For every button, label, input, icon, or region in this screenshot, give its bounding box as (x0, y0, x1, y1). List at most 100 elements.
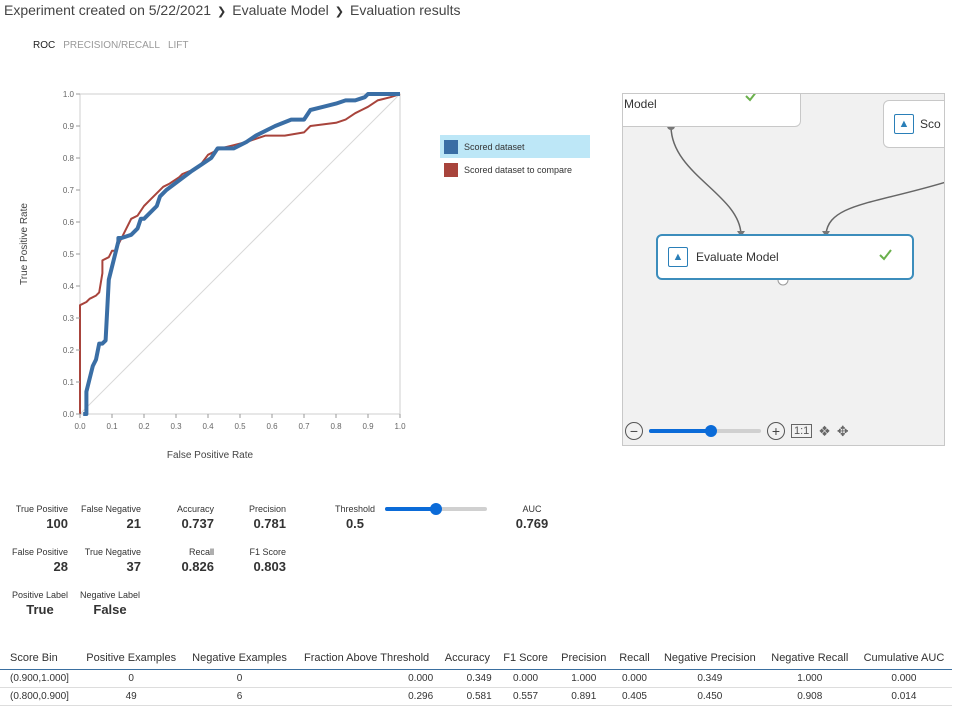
y-tick-label: 0.7 (63, 186, 75, 195)
y-tick-label: 0.6 (63, 218, 75, 227)
zoom-controls: − + 1:1 ❖ ✥ (625, 422, 849, 440)
legend-label: Scored dataset to compare (464, 164, 573, 175)
column-header[interactable]: Score Bin (0, 650, 79, 670)
column-header[interactable]: Negative Precision (655, 650, 764, 670)
column-header[interactable]: Recall (613, 650, 656, 670)
table-cell: 1.000 (554, 669, 613, 688)
table-cell: 0.908 (763, 687, 856, 706)
chart-tabs: ROC PRECISION/RECALL LIFT (33, 40, 189, 51)
table-cell: 0.891 (554, 687, 613, 706)
y-tick-label: 0.3 (63, 314, 75, 323)
table-cell: 0.296 (295, 687, 439, 706)
chart-series (79, 92, 401, 416)
table-cell: 0.405 (613, 687, 656, 706)
chance-diagonal (79, 93, 401, 415)
zoom-in-icon[interactable]: + (767, 422, 785, 440)
breadcrumb-item-experiment[interactable]: Experiment created on 5/22/2021 (4, 2, 212, 18)
series-line-scored (83, 92, 400, 416)
node-label: Evaluate Model (696, 250, 779, 264)
metric-true-positive: True Positive 100 (15, 504, 68, 531)
table-cell: 0.000 (855, 669, 952, 688)
column-header[interactable]: Positive Examples (78, 650, 185, 670)
zoom-out-icon[interactable]: − (625, 422, 643, 440)
table-cell: 0 (78, 669, 185, 688)
column-header[interactable]: Fraction Above Threshold (295, 650, 439, 670)
column-header[interactable]: Accuracy (438, 650, 497, 670)
legend-item-compare[interactable]: Scored dataset to compare (440, 158, 590, 181)
metric-recall: Recall 0.826 (181, 547, 214, 574)
y-tick-label: 1.0 (63, 90, 75, 99)
table-cell: 0.014 (855, 687, 952, 706)
table-cell: 0.000 (295, 669, 439, 688)
x-tick-label: 0.9 (362, 422, 374, 431)
threshold-slider-handle[interactable] (430, 503, 442, 515)
table-cell: 0.349 (438, 669, 497, 688)
x-tick-label: 0.2 (138, 422, 150, 431)
y-tick-label: 0.5 (63, 250, 75, 259)
table-cell: 0.581 (438, 687, 497, 706)
checkmark-icon (745, 94, 756, 102)
y-tick-label: 0.0 (63, 410, 75, 419)
column-header[interactable]: Negative Recall (763, 650, 856, 670)
breadcrumb: Experiment created on 5/22/2021 ❯ Evaluate… (4, 2, 461, 18)
threshold-slider-fill (385, 507, 436, 511)
x-tick-label: 0.8 (330, 422, 342, 431)
node-evaluate-model[interactable]: ▲ Evaluate Model (656, 234, 914, 280)
y-tick-label: 0.1 (63, 378, 75, 387)
x-tick-label: 0.6 (266, 422, 278, 431)
y-tick-label: 0.9 (63, 122, 75, 131)
x-tick-label: 0.7 (298, 422, 310, 431)
table-row: (0.800,0.900] 49 6 0.296 0.581 0.557 0.891 0.40… (0, 687, 952, 706)
chart-axes: 0.0 0.1 0.2 0.3 0.4 0.5 0.6 0.7 0.8 0.9 1.0 0.0 0.1 0… (63, 90, 406, 431)
flask-icon: ▲ (668, 247, 688, 267)
legend-swatch (444, 162, 458, 177)
breadcrumb-item-module[interactable]: Evaluate Model (232, 2, 329, 18)
legend-item-scored[interactable]: Scored dataset (440, 135, 590, 158)
metric-f1-score: F1 Score 0.803 (249, 547, 286, 574)
tab-roc[interactable]: ROC (33, 40, 56, 51)
chevron-right-icon: ❯ (217, 6, 227, 18)
pan-icon[interactable]: ✥ (836, 422, 849, 439)
metric-precision: Precision 0.781 (248, 504, 286, 531)
experiment-canvas[interactable]: Model ▲ Sco ▲ Evaluate Model − + 1:1 ❖ ✥ (622, 93, 945, 446)
column-header[interactable]: Cumulative AUC (855, 650, 952, 670)
checkmark-icon (879, 249, 892, 261)
x-tick-label: 0.1 (106, 422, 118, 431)
legend-label: Scored dataset (464, 141, 525, 152)
metrics-panel: True Positive 100 False Negative 21 Accu… (0, 500, 620, 630)
x-axis-label: False Positive Rate (167, 450, 254, 461)
threshold-slider[interactable] (385, 503, 487, 515)
node-score-model[interactable]: ▲ Sco (883, 100, 944, 148)
table-cell: 1.000 (763, 669, 856, 688)
zoom-slider-handle[interactable] (704, 425, 717, 437)
x-tick-label: 0.0 (74, 422, 86, 431)
table-cell: 0.000 (613, 669, 656, 688)
column-header[interactable]: Negative Examples (184, 650, 296, 670)
table-row: (0.900,1.000] 0 0 0.000 0.349 0.000 1.000 0.000… (0, 669, 952, 688)
metric-false-positive: False Positive 28 (11, 547, 68, 574)
node-model[interactable]: Model (623, 94, 801, 127)
x-tick-label: 1.0 (394, 422, 406, 431)
y-tick-label: 0.4 (63, 282, 75, 291)
legend-swatch (444, 139, 458, 154)
chevron-right-icon: ❯ (334, 6, 344, 18)
metric-accuracy: Accuracy 0.737 (176, 504, 214, 531)
y-axis-label: True Positive Rate (19, 203, 30, 285)
metric-true-negative: True Negative 37 (84, 547, 141, 574)
column-header[interactable]: F1 Score (496, 650, 555, 670)
zoom-slider[interactable] (649, 425, 761, 437)
node-label: Sco (920, 117, 941, 131)
table-cell: 49 (78, 687, 185, 706)
tab-precision-recall[interactable]: PRECISION/RECALL (63, 40, 160, 51)
x-tick-label: 0.3 (170, 422, 182, 431)
table-cell: 0.557 (496, 687, 555, 706)
table-cell: 0.450 (655, 687, 764, 706)
table-cell: (0.800,0.900] (0, 687, 79, 706)
fit-to-screen-icon[interactable]: ❖ (818, 422, 831, 439)
column-header[interactable]: Precision (554, 650, 613, 670)
actual-size-button[interactable]: 1:1 (791, 424, 813, 438)
table-cell: 0.000 (496, 669, 555, 688)
tab-lift[interactable]: LIFT (167, 40, 189, 51)
y-tick-label: 0.8 (63, 154, 75, 163)
chart-legend: Scored dataset Scored dataset to compare (440, 135, 590, 181)
